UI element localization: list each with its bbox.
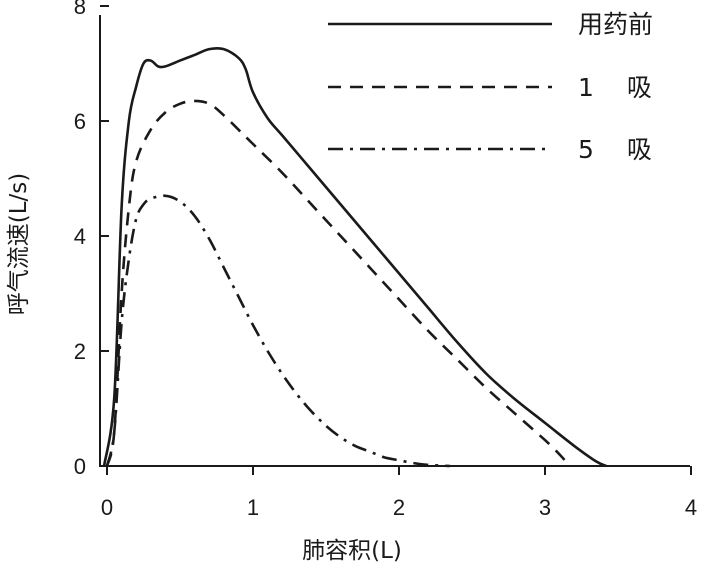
x-tick-label-2: 2 (393, 495, 405, 520)
legend: 用药前 1 吸 5 吸 (328, 10, 653, 164)
y-tick-label-4: 8 (74, 0, 86, 19)
legend-label-1-puff: 1 吸 (578, 73, 652, 102)
y-ticks: 0 2 4 6 8 (74, 0, 109, 479)
y-tick-label-2: 4 (74, 224, 86, 249)
series-group (102, 46, 607, 468)
series-line-before (102, 46, 607, 468)
x-axis-title: 肺容积(L) (302, 538, 402, 564)
y-tick-label-3: 6 (74, 109, 86, 134)
axes (99, 15, 690, 467)
x-tick-label-4: 4 (685, 495, 697, 520)
x-tick-label-3: 3 (539, 495, 551, 520)
x-tick-label-0: 0 (101, 495, 113, 520)
legend-label-5-puff: 5 吸 (578, 135, 652, 164)
x-tick-label-1: 1 (247, 495, 259, 520)
series-line-1-puff (105, 99, 571, 467)
legend-label-before: 用药前 (578, 10, 653, 39)
y-tick-label-0: 0 (74, 454, 86, 479)
y-axis-title: 呼气流速(L/s) (6, 173, 32, 316)
y-tick-label-1: 2 (74, 339, 86, 364)
x-ticks: 0 1 2 3 4 (101, 466, 697, 520)
series-line-5-puff (105, 194, 451, 468)
